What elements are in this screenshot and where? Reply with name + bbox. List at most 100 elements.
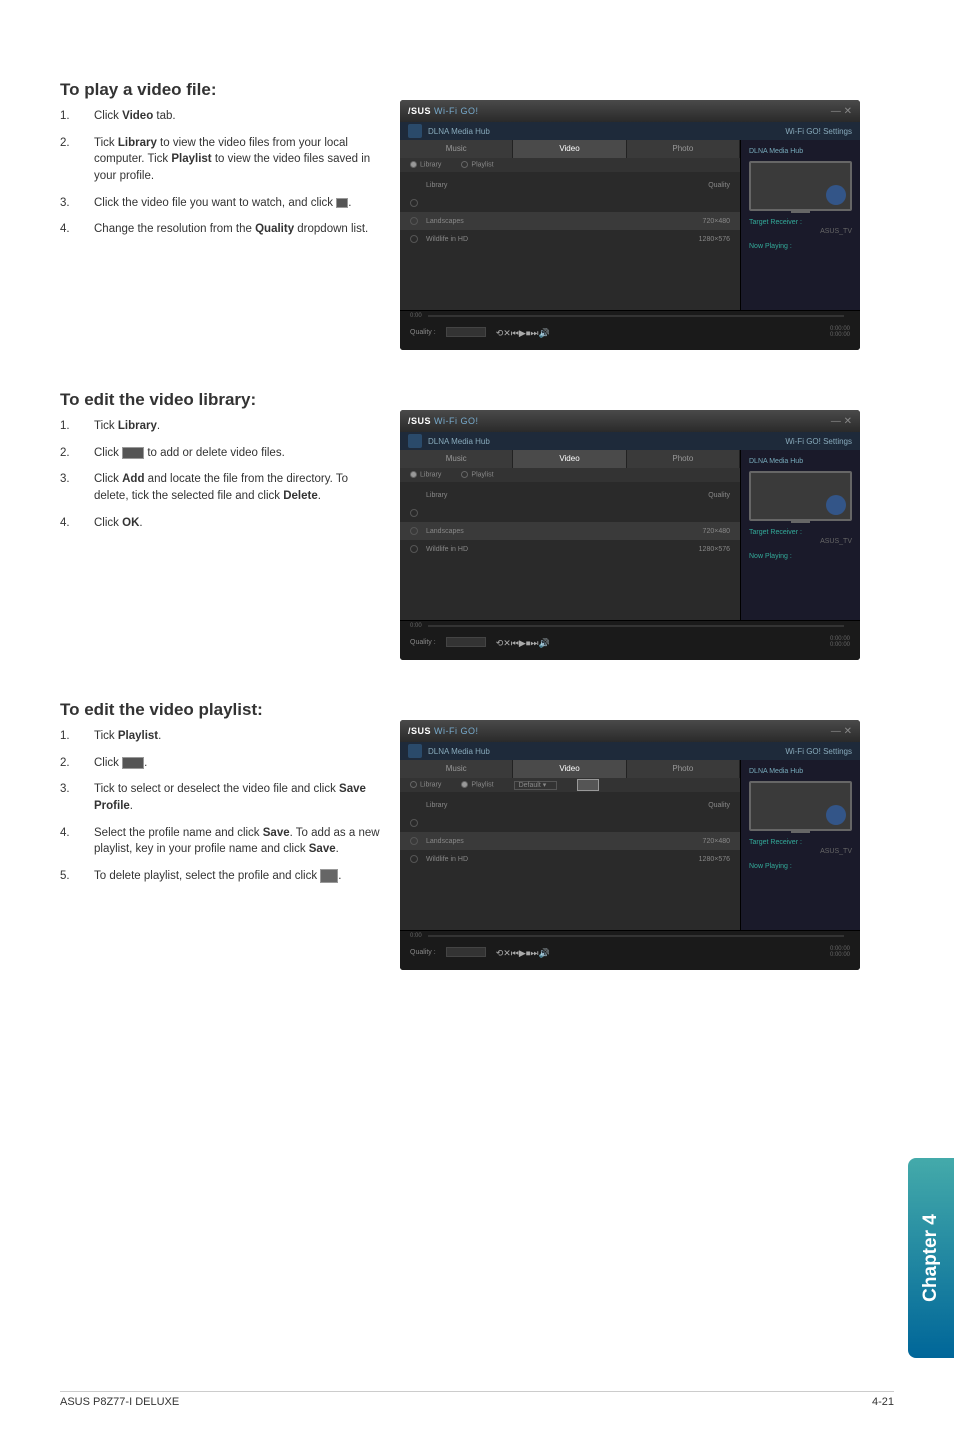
target-label: Target Receiver : bbox=[749, 219, 852, 226]
brand-logo: /SUS Wi-Fi GO! bbox=[408, 416, 479, 426]
player-button[interactable]: ⏮ bbox=[511, 948, 519, 958]
brand-logo: /SUS Wi-Fi GO! bbox=[408, 726, 479, 736]
library-label: Library bbox=[420, 782, 441, 789]
dlna-icon bbox=[408, 434, 422, 448]
window-controls[interactable]: — ✕ bbox=[831, 106, 852, 117]
step-item: 3.Tick to select or deselect the video f… bbox=[60, 781, 380, 814]
settings-link[interactable]: Wi-Fi GO! Settings bbox=[785, 747, 852, 756]
subheader-text: DLNA Media Hub bbox=[428, 127, 490, 136]
footer-left: ASUS P8Z77-I DELUXE bbox=[60, 1396, 179, 1408]
playlist-radio[interactable]: Playlist bbox=[461, 471, 493, 478]
side-panel: DLNA Media Hub Target Receiver : ASUS_TV… bbox=[740, 760, 860, 930]
settings-link[interactable]: Wi-Fi GO! Settings bbox=[785, 127, 852, 136]
target-value: ASUS_TV bbox=[749, 538, 852, 545]
step-item: 3.Click Add and locate the file from the… bbox=[60, 471, 380, 504]
brand-text: /SUS bbox=[408, 726, 431, 736]
page-footer: ASUS P8Z77-I DELUXE 4-21 bbox=[60, 1391, 894, 1408]
player-button[interactable]: ✕ bbox=[503, 638, 511, 648]
list-header: Library Quality bbox=[400, 486, 740, 504]
target-label: Target Receiver : bbox=[749, 529, 852, 536]
quality-select[interactable] bbox=[446, 947, 486, 957]
app-screenshot: /SUS Wi-Fi GO! — ✕ DLNA Media Hub Wi-Fi … bbox=[400, 720, 860, 970]
quality-label: Quality : bbox=[410, 639, 436, 646]
progress-bar[interactable] bbox=[428, 315, 844, 317]
step-list: 1.Click Video tab.2.Tick Library to view… bbox=[60, 108, 380, 238]
media-tabs: Music Video Photo bbox=[400, 450, 740, 468]
playlist-label: Playlist bbox=[471, 472, 493, 479]
tab-photo[interactable]: Photo bbox=[627, 760, 740, 778]
tab-music[interactable]: Music bbox=[400, 760, 513, 778]
target-value: ASUS_TV bbox=[749, 848, 852, 855]
side-panel: DLNA Media Hub Target Receiver : ASUS_TV… bbox=[740, 140, 860, 310]
list-item[interactable] bbox=[400, 504, 740, 522]
side-title: DLNA Media Hub bbox=[749, 768, 852, 775]
quality-select[interactable] bbox=[446, 637, 486, 647]
list-item[interactable] bbox=[400, 814, 740, 832]
player-button[interactable]: ▶ bbox=[519, 948, 526, 958]
player-button[interactable]: ▶ bbox=[519, 328, 526, 338]
playlist-radio[interactable]: Playlist bbox=[461, 161, 493, 168]
player-button[interactable]: 🔊 bbox=[538, 948, 549, 958]
list-item[interactable] bbox=[400, 194, 740, 212]
tab-photo[interactable]: Photo bbox=[627, 450, 740, 468]
list-header: Library Quality bbox=[400, 796, 740, 814]
list-item[interactable]: Wildlife in HD1280×576 bbox=[400, 850, 740, 868]
settings-link[interactable]: Wi-Fi GO! Settings bbox=[785, 437, 852, 446]
quality-select[interactable] bbox=[446, 327, 486, 337]
col-name: Library bbox=[426, 492, 708, 499]
tab-video[interactable]: Video bbox=[513, 760, 626, 778]
progress-pos: 0:00 bbox=[410, 623, 422, 629]
time-total: 0:00:00 bbox=[830, 332, 850, 338]
col-name: Library bbox=[426, 182, 708, 189]
library-radio[interactable]: Library bbox=[410, 781, 441, 788]
list-item[interactable]: Wildlife in HD1280×576 bbox=[400, 540, 740, 558]
titlebar: /SUS Wi-Fi GO! — ✕ bbox=[400, 100, 860, 122]
step-item: 1.Click Video tab. bbox=[60, 108, 380, 125]
view-mode-row: Library Playlist Default ▾ bbox=[400, 778, 740, 792]
player-button[interactable]: 🔊 bbox=[538, 328, 549, 338]
player-button[interactable]: ▶ bbox=[519, 638, 526, 648]
window-controls[interactable]: — ✕ bbox=[831, 416, 852, 427]
quality-label: Quality : bbox=[410, 329, 436, 336]
player-bar: 0:00 Quality : ⟲✕⏮▶⏹⏭🔊 0:00:00 0:00:00 bbox=[400, 930, 860, 970]
side-panel: DLNA Media Hub Target Receiver : ASUS_TV… bbox=[740, 450, 860, 620]
player-button[interactable]: 🔊 bbox=[538, 638, 549, 648]
player-button[interactable]: ✕ bbox=[503, 328, 511, 338]
edit-playlist-icon[interactable] bbox=[577, 779, 599, 791]
player-button[interactable]: ✕ bbox=[503, 948, 511, 958]
media-tabs: Music Video Photo bbox=[400, 140, 740, 158]
section-title: To edit the video library: bbox=[60, 390, 380, 410]
step-item: 3.Click the video file you want to watch… bbox=[60, 195, 380, 212]
window-controls[interactable]: — ✕ bbox=[831, 726, 852, 737]
step-item: 2.Click . bbox=[60, 755, 380, 772]
tab-music[interactable]: Music bbox=[400, 450, 513, 468]
list-item[interactable]: Wildlife in HD1280×576 bbox=[400, 230, 740, 248]
list-item[interactable]: Landscapes720×480 bbox=[400, 832, 740, 850]
progress-bar[interactable] bbox=[428, 935, 844, 937]
dlna-icon bbox=[408, 744, 422, 758]
step-item: 5.To delete playlist, select the profile… bbox=[60, 868, 380, 885]
library-radio[interactable]: Library bbox=[410, 471, 441, 478]
step-item: 1.Tick Library. bbox=[60, 418, 380, 435]
video-list: Library Quality Landscapes720×480Wildlif… bbox=[400, 482, 740, 562]
subheader: DLNA Media Hub Wi-Fi GO! Settings bbox=[400, 432, 860, 450]
list-item[interactable]: Landscapes720×480 bbox=[400, 212, 740, 230]
playlist-radio[interactable]: Playlist bbox=[461, 781, 493, 788]
tab-music[interactable]: Music bbox=[400, 140, 513, 158]
app-screenshot: /SUS Wi-Fi GO! — ✕ DLNA Media Hub Wi-Fi … bbox=[400, 100, 860, 350]
titlebar: /SUS Wi-Fi GO! — ✕ bbox=[400, 410, 860, 432]
progress-pos: 0:00 bbox=[410, 313, 422, 319]
titlebar: /SUS Wi-Fi GO! — ✕ bbox=[400, 720, 860, 742]
col-quality: Quality bbox=[708, 492, 730, 499]
transport-controls: ⟲✕⏮▶⏹⏭🔊 bbox=[496, 943, 550, 961]
col-quality: Quality bbox=[708, 802, 730, 809]
progress-bar[interactable] bbox=[428, 625, 844, 627]
tab-video[interactable]: Video bbox=[513, 140, 626, 158]
tab-photo[interactable]: Photo bbox=[627, 140, 740, 158]
profile-select[interactable]: Default ▾ bbox=[514, 781, 558, 789]
player-button[interactable]: ⏮ bbox=[511, 638, 519, 648]
player-button[interactable]: ⏮ bbox=[511, 328, 519, 338]
library-radio[interactable]: Library bbox=[410, 161, 441, 168]
list-item[interactable]: Landscapes720×480 bbox=[400, 522, 740, 540]
tab-video[interactable]: Video bbox=[513, 450, 626, 468]
